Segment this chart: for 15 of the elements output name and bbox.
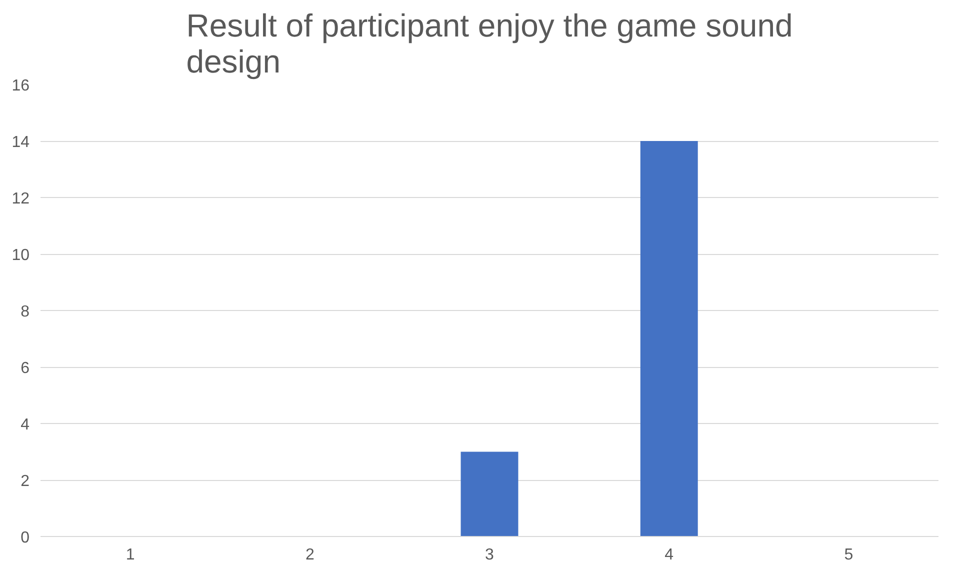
x-tick-label: 2 [305, 546, 314, 564]
y-tick-label: 10 [12, 247, 30, 264]
y-tick-label: 8 [20, 304, 30, 320]
x-tick-label: 5 [844, 546, 854, 564]
y-tick-label: 6 [20, 360, 30, 377]
y-tick-label: 4 [20, 416, 30, 434]
y-tick-label: 2 [20, 473, 30, 490]
x-tick-label: 4 [664, 546, 674, 564]
chart-title: Result of participant enjoy the game sound design [186, 8, 793, 80]
y-tick-label: 16 [12, 78, 30, 94]
y-tick-label: 14 [12, 134, 30, 151]
x-tick-label: 3 [485, 546, 494, 564]
x-tick-label: 1 [126, 546, 135, 564]
y-tick-label: 12 [12, 190, 30, 208]
y-tick-label: 0 [20, 530, 30, 546]
